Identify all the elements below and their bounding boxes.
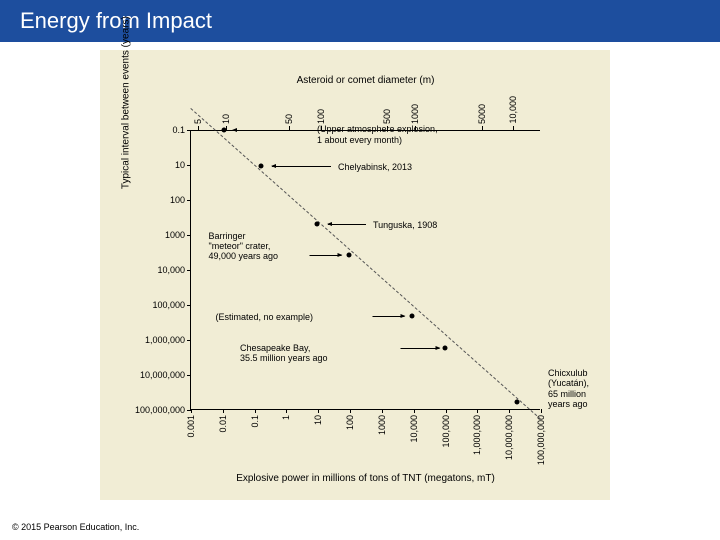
top-tick-label: 1000 [410,104,420,124]
annotation-arrow [272,166,332,167]
chart-container: Asteroid or comet diameter (m) Typical i… [100,50,610,500]
x-tick-mark [223,409,224,413]
annotation-arrow [310,255,342,256]
y-tick-label: 10,000 [105,265,185,275]
annotation-arrow [328,224,367,225]
x-tick-label: 10,000 [409,415,419,443]
top-tick-label: 50 [284,114,294,124]
x-tick-label: 0.1 [250,415,260,428]
top-tick-label: 500 [382,109,392,124]
top-tick-label: 5 [193,119,203,124]
y-tick-label: 1000 [105,230,185,240]
plot-area: Asteroid or comet diameter (m) Typical i… [190,130,540,410]
y-tick-mark [187,235,191,236]
data-point [442,346,447,351]
slide-title: Energy from Impact [20,8,212,33]
x-tick-mark [350,409,351,413]
x-tick-mark [477,409,478,413]
x-tick-label: 1000 [377,415,387,435]
top-tick-mark [198,126,199,130]
y-tick-mark [187,270,191,271]
x-tick-label: 1 [281,415,291,420]
y-tick-mark [187,305,191,306]
annotation-arrow [233,130,310,131]
y-tick-mark [187,165,191,166]
data-point [222,128,227,133]
y-tick-mark [187,375,191,376]
top-tick-label: 5000 [477,104,487,124]
y-tick-label: 1,000,000 [105,335,185,345]
copyright-text: © 2015 Pearson Education, Inc. [12,522,139,532]
y-tick-label: 0.1 [105,125,185,135]
y-tick-label: 100 [105,195,185,205]
annotation-label: (Estimated, no example) [216,312,314,322]
y-tick-label: 100,000,000 [105,405,185,415]
annotation-label: Barringer"meteor" crater,49,000 years ag… [209,231,279,262]
top-tick-label: 10 [221,114,231,124]
top-tick-mark [482,126,483,130]
annotation-label: Tunguska, 1908 [373,220,437,230]
x-tick-mark [541,409,542,413]
top-axis-label: Asteroid or comet diameter (m) [297,75,435,86]
x-tick-label: 0.001 [186,415,196,438]
data-point [514,399,519,404]
data-point [409,314,414,319]
x-tick-mark [414,409,415,413]
data-point [346,252,351,257]
annotation-label: (Upper atmosphere explosion,1 about ever… [317,124,438,145]
x-tick-mark [318,409,319,413]
data-point [259,164,264,169]
x-tick-label: 0.01 [218,415,228,433]
data-point [315,221,320,226]
annotation-label: Chesapeake Bay,35.5 million years ago [240,343,328,364]
trend-line [190,108,541,420]
top-tick-label: 10,000 [508,96,518,124]
slide-header: Energy from Impact [0,0,720,42]
annotation-arrow [401,348,440,349]
x-tick-label: 100 [345,415,355,430]
x-tick-label: 100,000 [441,415,451,448]
x-tick-mark [191,409,192,413]
x-axis-label: Explosive power in millions of tons of T… [236,473,495,484]
top-tick-mark [513,126,514,130]
annotation-label: Chelyabinsk, 2013 [338,162,412,172]
x-tick-mark [286,409,287,413]
y-tick-mark [187,130,191,131]
x-tick-label: 10,000,000 [504,415,514,460]
y-tick-label: 100,000 [105,300,185,310]
y-tick-label: 10,000,000 [105,370,185,380]
annotation-label: Chicxulub(Yucatán),65 millionyears ago [548,368,589,409]
top-tick-label: 100 [316,109,326,124]
y-tick-label: 10 [105,160,185,170]
x-tick-label: 100,000,000 [536,415,546,465]
x-tick-label: 10 [313,415,323,425]
x-tick-mark [446,409,447,413]
x-tick-mark [382,409,383,413]
y-tick-mark [187,200,191,201]
y-tick-mark [187,340,191,341]
x-tick-mark [509,409,510,413]
annotation-arrow [373,316,405,317]
x-tick-mark [255,409,256,413]
x-tick-label: 1,000,000 [472,415,482,455]
